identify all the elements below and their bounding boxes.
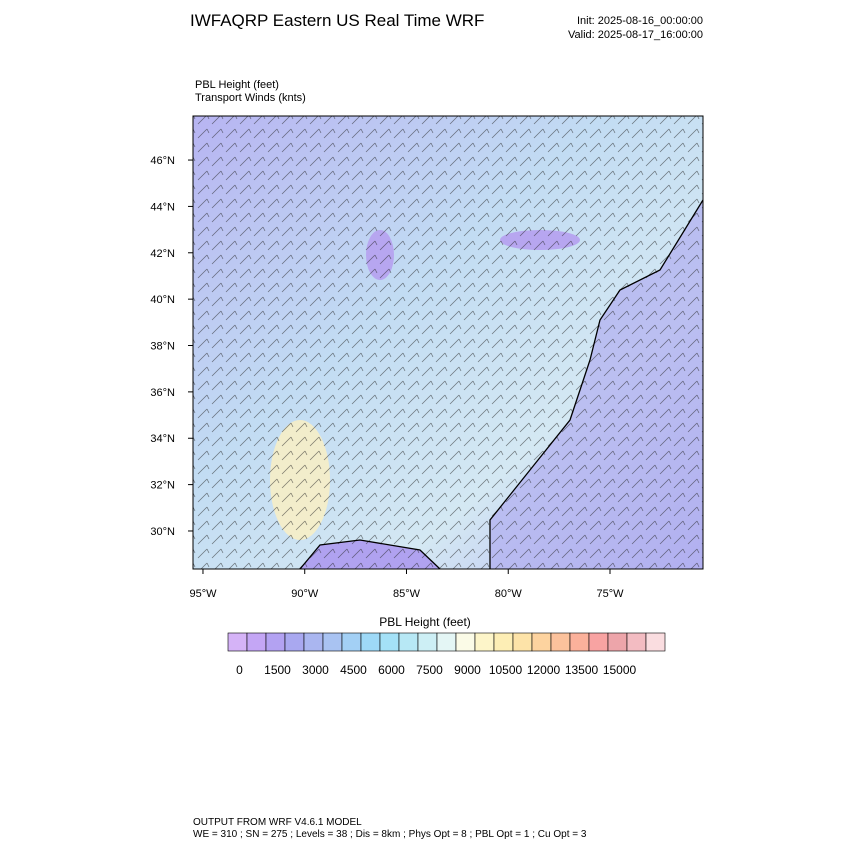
colorbar-label: 6000 [378, 663, 405, 677]
colorbar-label: 1500 [264, 663, 291, 677]
colorbar-box [322, 632, 343, 652]
footer-line: WE = 310 ; SN = 275 ; Levels = 38 ; Dis … [193, 829, 587, 840]
colorbar-title: PBL Height (feet) [379, 615, 471, 629]
colorbar-box [645, 632, 666, 652]
y-tick-label: 42°N [150, 248, 175, 260]
y-tick-label: 34°N [150, 433, 175, 445]
colorbar-box [265, 632, 286, 652]
colorbar-box [531, 632, 552, 652]
coastline [299, 199, 703, 569]
title: IWFAQRP Eastern US Real Time WRF [190, 11, 484, 30]
colorbar-box [455, 632, 476, 652]
colorbar-label: 15000 [603, 663, 637, 677]
map-frame [192, 115, 704, 570]
y-tick-label: 32°N [150, 480, 175, 492]
colorbar-box [436, 632, 457, 652]
y-tick-label: 44°N [150, 201, 175, 213]
y-tick-label: 36°N [150, 387, 175, 399]
x-tick-label: 85°W [393, 588, 421, 600]
colorbar-label: 3000 [302, 663, 329, 677]
colorbar-box [303, 632, 324, 652]
colorbar-label: 13500 [565, 663, 599, 677]
vector-label: Transport Winds (knts) [195, 92, 306, 104]
colorbar-label: 7500 [416, 663, 443, 677]
colorbar-label: 10500 [489, 663, 523, 677]
colorbar-box [569, 632, 590, 652]
wind-barbs [193, 116, 703, 569]
colorbar-box [626, 632, 647, 652]
colorbar-box [512, 632, 533, 652]
colorbar-box [493, 632, 514, 652]
init-time: Init: 2025-08-16_00:00:00 [577, 15, 703, 27]
colorbar-label: 0 [236, 663, 243, 677]
y-tick-label: 30°N [150, 526, 175, 538]
footer-line: OUTPUT FROM WRF V4.6.1 MODEL [193, 817, 362, 828]
x-tick-label: 80°W [495, 588, 523, 600]
y-tick-label: 40°N [150, 294, 175, 306]
y-tick-label: 46°N [150, 155, 175, 167]
colorbar-label: 9000 [454, 663, 481, 677]
colorbar-box [360, 632, 381, 652]
valid-time: Valid: 2025-08-17_16:00:00 [568, 29, 703, 41]
colorbar-box [588, 632, 609, 652]
colorbar-box [398, 632, 419, 652]
colorbar-box [341, 632, 362, 652]
colorbar-box [246, 632, 267, 652]
colorbar-box [550, 632, 571, 652]
colorbar-box [417, 632, 438, 652]
colorbar-box [474, 632, 495, 652]
x-tick-label: 90°W [291, 588, 319, 600]
colorbar-box [284, 632, 305, 652]
colorbar-box [607, 632, 628, 652]
map-area [193, 116, 703, 569]
colorbar-box [227, 632, 248, 652]
field-label: PBL Height (feet) [195, 79, 279, 91]
x-tick-label: 95°W [189, 588, 217, 600]
y-tick-label: 38°N [150, 341, 175, 353]
colorbar-label: 4500 [340, 663, 367, 677]
colorbar-label: 12000 [527, 663, 561, 677]
colorbar-box [379, 632, 400, 652]
x-tick-label: 75°W [596, 588, 624, 600]
